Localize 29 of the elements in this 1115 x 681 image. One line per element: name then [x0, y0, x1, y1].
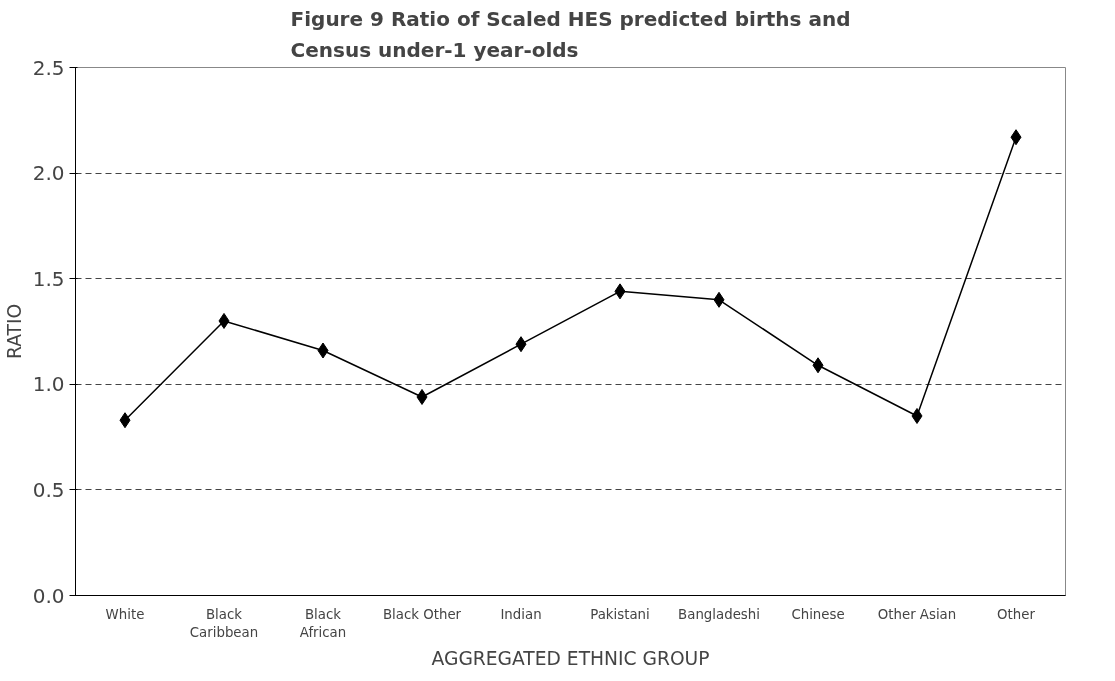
- y-tick-label: 1.0: [32, 372, 65, 397]
- point: [515, 336, 527, 353]
- point: [218, 312, 230, 329]
- x-tick-label: Black Caribbean: [189, 606, 259, 640]
- y-tick-label: 1.5: [32, 266, 65, 291]
- x-tick-label: Bangladeshi: [678, 606, 760, 622]
- point: [911, 407, 923, 424]
- x-tick-label: Black African: [299, 606, 347, 640]
- point: [812, 357, 824, 374]
- y-tick-label: 0.5: [32, 477, 65, 502]
- y-tick-label: 2.5: [32, 55, 65, 80]
- point: [713, 291, 725, 308]
- x-tick-label: Other: [997, 606, 1036, 622]
- y-tick-label: 0.0: [32, 583, 65, 608]
- point: [317, 342, 329, 359]
- chart-title: Figure 9 Ratio of Scaled HES predicted births and Census under-1 year-olds: [290, 7, 851, 63]
- x-axis-title: AGGREGATED ETHNIC GROUP: [431, 647, 710, 669]
- point: [119, 412, 131, 429]
- x-tick-label: Chinese: [791, 606, 845, 622]
- point: [416, 388, 428, 405]
- x-tick-label: Pakistani: [590, 606, 650, 622]
- point: [614, 283, 626, 300]
- x-tick-label: White: [105, 606, 145, 622]
- y-tick-label: 2.0: [32, 161, 65, 186]
- point: [1010, 129, 1022, 146]
- x-tick-label: Black Other: [382, 606, 462, 622]
- y-axis-title: RATIO: [3, 303, 25, 360]
- x-tick-label: Other Asian: [877, 606, 957, 622]
- x-tick-label: Indian: [500, 606, 542, 622]
